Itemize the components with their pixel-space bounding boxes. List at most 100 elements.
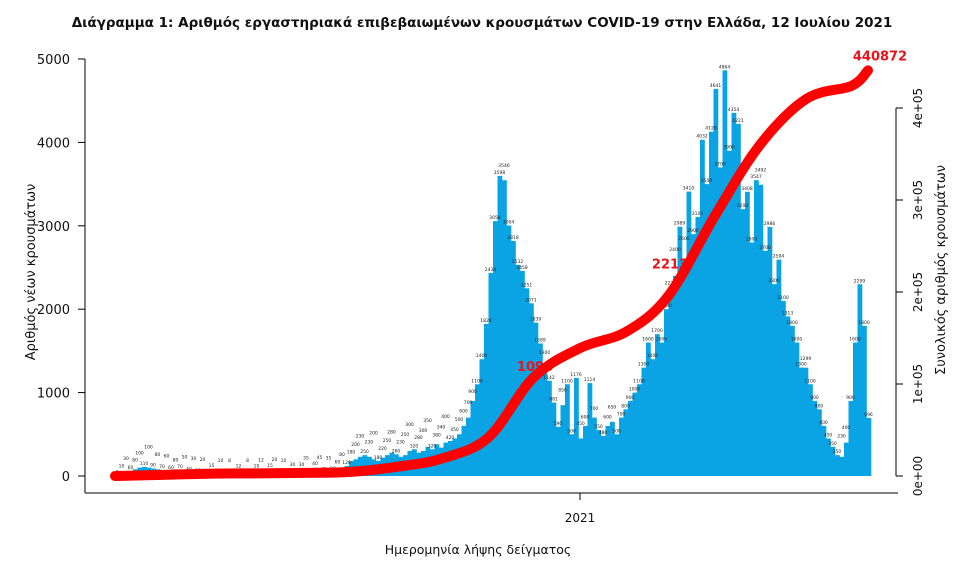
- bar: [484, 323, 489, 476]
- bar: [650, 359, 656, 476]
- bar-value-label: 10: [119, 463, 125, 469]
- bar-value-label: 250: [401, 432, 410, 438]
- bar-value-label: 280: [387, 430, 396, 436]
- bar-value-label: 500: [612, 428, 621, 434]
- bar-value-label: 2071: [525, 297, 537, 303]
- bar-value-label: 3056: [489, 215, 501, 221]
- bar-value-label: 60: [164, 454, 170, 460]
- bar-value-label: 3500: [701, 178, 713, 184]
- bar-value-label: 3004: [503, 219, 515, 225]
- bar-value-label: 2100: [777, 295, 789, 301]
- x-axis-label: Ημερομηνία λήψης δείγματος: [385, 542, 572, 557]
- bar-value-label: 120: [342, 460, 351, 466]
- bar-value-label: 8: [246, 458, 249, 464]
- bar-value-label: 1114: [584, 377, 596, 383]
- bar: [857, 284, 863, 476]
- bar: [542, 367, 548, 476]
- bar-value-label: 350: [423, 418, 432, 424]
- bar: [623, 409, 629, 476]
- bar: [790, 325, 795, 476]
- bar: [583, 425, 588, 476]
- bar-value-label: 260: [392, 448, 401, 454]
- bar: [614, 434, 620, 476]
- bar: [803, 367, 809, 476]
- bar: [745, 191, 750, 476]
- bar: [560, 405, 566, 476]
- bar-value-label: 15: [209, 463, 215, 469]
- bar-value-label: 600: [459, 409, 468, 415]
- bar: [605, 425, 611, 476]
- bar: [853, 342, 858, 476]
- bar: [839, 456, 845, 476]
- bar-value-label: 340: [437, 425, 446, 431]
- bar: [866, 417, 872, 476]
- bar-value-label: 1142: [543, 375, 555, 381]
- bar-value-label: 3410: [683, 186, 695, 192]
- bar-value-label: 180: [374, 455, 383, 461]
- bar-value-label: 30: [123, 456, 129, 462]
- bar-value-label: 2986: [764, 221, 776, 227]
- bar-value-label: 1600: [656, 337, 668, 343]
- bar: [506, 225, 512, 476]
- bar-value-label: 450: [450, 427, 459, 433]
- bar: [709, 131, 714, 476]
- bar-data-labels: 3103060801001101009080706060807050403025…: [116, 64, 873, 475]
- bar: [844, 442, 849, 476]
- bar-value-label: 3408: [741, 186, 753, 192]
- bar-value-label: 1700: [651, 328, 663, 334]
- bar-value-label: 696: [864, 412, 873, 418]
- bar-value-label: 2300: [768, 278, 780, 284]
- bar-value-label: 2458: [516, 265, 528, 271]
- bar-value-label: 420: [446, 435, 455, 441]
- bar-value-label: 4128: [705, 126, 717, 132]
- cumulative-label: 2213: [652, 257, 688, 272]
- y-right-tick-label: 4e+05: [911, 88, 925, 128]
- bar: [736, 123, 741, 476]
- bar-value-label: 3546: [498, 163, 510, 169]
- bar-value-label: 850: [558, 388, 567, 394]
- bar-value-label: 500: [455, 417, 464, 423]
- bar-value-label: 4641: [710, 83, 722, 89]
- y-right-tick-label: 2e+05: [911, 272, 925, 312]
- bar-value-label: 80: [339, 452, 345, 458]
- bar: [731, 112, 737, 476]
- bar-value-label: 600: [819, 420, 828, 426]
- bar: [826, 438, 831, 476]
- bar-value-label: 2594: [773, 254, 785, 260]
- bar-value-label: 2299: [854, 278, 866, 284]
- bar: [533, 322, 539, 476]
- bar-value-label: 40: [312, 461, 318, 467]
- bar-value-label: 1600: [642, 337, 654, 343]
- bar-value-label: 1913: [782, 310, 794, 316]
- bar-value-label: 550: [594, 424, 603, 430]
- bar-value-label: 30: [290, 462, 296, 468]
- bar-value-label: 1589: [534, 337, 546, 343]
- bar-value-label: 3547: [750, 174, 762, 180]
- bar-value-label: 400: [441, 414, 450, 420]
- bar-value-label: 1839: [530, 317, 542, 323]
- bar-value-label: 2251: [521, 282, 533, 288]
- bar: [551, 402, 557, 476]
- bar-value-label: 10: [218, 458, 224, 464]
- bar-value-label: 380: [432, 433, 441, 439]
- bar-value-label: 12: [236, 463, 242, 469]
- bar: [628, 400, 633, 476]
- bar-value-label: 280: [414, 435, 423, 441]
- bar-value-label: 230: [396, 439, 405, 445]
- bar-value-label: 10: [281, 458, 287, 464]
- bar-value-label: 230: [356, 434, 365, 440]
- y-axis-label: Αριθμός νέων κρουσμάτων: [24, 184, 39, 361]
- bar-value-label: 800: [815, 403, 824, 409]
- bar-value-label: 2900: [687, 228, 699, 234]
- bar-value-label: 900: [626, 395, 635, 401]
- bar-value-label: 1800: [786, 320, 798, 326]
- bar-value-label: 1300: [795, 362, 807, 368]
- bar: [502, 180, 507, 476]
- bar: [659, 342, 665, 476]
- bar-value-label: 450: [824, 432, 833, 438]
- bar-value-label: 200: [351, 442, 360, 448]
- bar: [718, 167, 723, 477]
- bar: [817, 409, 822, 476]
- bar: [470, 400, 476, 476]
